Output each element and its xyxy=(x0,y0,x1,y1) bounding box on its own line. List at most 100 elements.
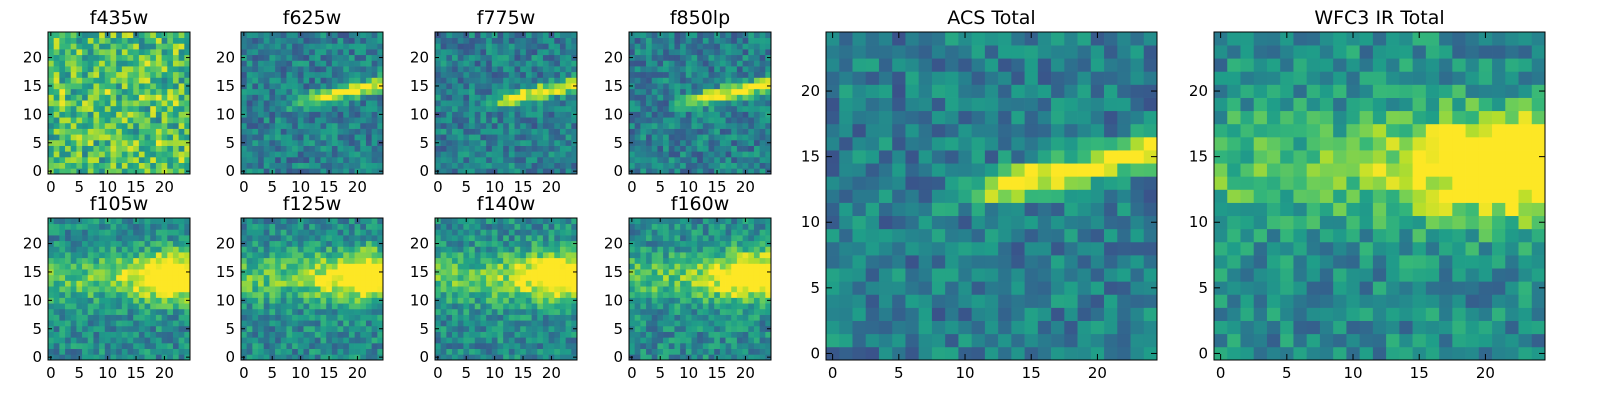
heatmap-cell xyxy=(520,297,527,304)
heatmap-cell xyxy=(646,60,653,67)
heatmap-cell xyxy=(241,235,248,242)
heatmap-cell xyxy=(646,354,653,361)
heatmap-cell xyxy=(280,77,287,84)
heatmap-cell xyxy=(548,94,555,101)
heatmap-cell xyxy=(178,223,185,230)
heatmap-cell xyxy=(59,314,66,321)
heatmap-cell xyxy=(59,218,66,225)
heatmap-cell xyxy=(365,229,372,236)
heatmap-cell xyxy=(674,37,681,44)
heatmap-cell xyxy=(514,274,521,281)
heatmap-cell xyxy=(360,252,367,259)
heatmap-cell xyxy=(759,117,766,124)
heatmap-cell xyxy=(127,162,134,169)
heatmap-cell xyxy=(167,286,174,293)
heatmap-cell xyxy=(554,168,561,175)
heatmap-cell xyxy=(537,66,544,73)
heatmap-cell xyxy=(469,257,476,264)
heatmap-cell xyxy=(263,100,270,107)
heatmap-cell xyxy=(252,235,259,242)
heatmap-cell xyxy=(314,122,321,129)
heatmap-cell xyxy=(463,54,470,61)
heatmap-cell xyxy=(714,348,721,355)
heatmap-cell xyxy=(116,303,123,310)
heatmap-cell xyxy=(657,145,664,152)
heatmap-cell xyxy=(263,54,270,61)
heatmap-cell xyxy=(133,286,140,293)
heatmap-cell xyxy=(719,66,726,73)
heatmap-cell xyxy=(565,354,572,361)
heatmap-cell xyxy=(167,269,174,276)
heatmap-cell xyxy=(127,314,134,321)
heatmap-cell xyxy=(286,54,293,61)
heatmap-cell xyxy=(348,342,355,349)
heatmap-cell xyxy=(258,60,265,67)
heatmap-cell xyxy=(99,122,106,129)
heatmap-cell xyxy=(292,235,299,242)
heatmap-cell xyxy=(286,100,293,107)
heatmap-cell xyxy=(258,37,265,44)
heatmap-cell xyxy=(531,37,538,44)
heatmap-cell xyxy=(708,66,715,73)
heatmap-cell xyxy=(365,308,372,315)
heatmap-cell xyxy=(469,229,476,236)
heatmap-cell xyxy=(725,117,732,124)
panel-title: f850lp xyxy=(670,7,730,29)
heatmap-cell xyxy=(765,286,772,293)
heatmap-cell xyxy=(360,291,367,298)
heatmap-cell xyxy=(133,325,140,332)
heatmap-cell xyxy=(685,117,692,124)
heatmap-cell xyxy=(640,331,647,338)
heatmap-cell xyxy=(292,88,299,95)
heatmap-cell xyxy=(59,223,66,230)
heatmap-cell xyxy=(514,83,521,90)
heatmap-cell xyxy=(571,235,578,242)
heatmap-cell xyxy=(714,156,721,163)
heatmap-cell xyxy=(280,60,287,67)
heatmap-cell xyxy=(663,168,670,175)
heatmap-cell xyxy=(150,100,157,107)
heatmap-cell xyxy=(343,269,350,276)
heatmap-cell xyxy=(252,100,259,107)
heatmap-cell xyxy=(110,308,117,315)
heatmap-cell xyxy=(480,37,487,44)
heatmap-cell xyxy=(76,246,83,253)
heatmap-cell xyxy=(446,246,453,253)
heatmap-cell xyxy=(258,134,265,141)
heatmap-cell xyxy=(65,37,72,44)
heatmap-cell xyxy=(525,117,532,124)
heatmap-cell xyxy=(452,297,459,304)
heatmap-cell xyxy=(463,291,470,298)
heatmap-cell xyxy=(537,145,544,152)
x-tick-label: 15 xyxy=(319,178,338,196)
heatmap-cell xyxy=(452,314,459,321)
heatmap-cell xyxy=(491,77,498,84)
heatmap-cell xyxy=(469,246,476,253)
heatmap-cell xyxy=(70,111,77,118)
heatmap-cell xyxy=(246,274,253,281)
heatmap-cell xyxy=(93,308,100,315)
heatmap-cell xyxy=(93,263,100,270)
heatmap-cell xyxy=(99,71,106,78)
heatmap-cell xyxy=(184,117,191,124)
heatmap-cell xyxy=(167,83,174,90)
heatmap-cell xyxy=(371,348,378,355)
heatmap-cell xyxy=(297,43,304,50)
heatmap-cell xyxy=(457,240,464,247)
heatmap-cell xyxy=(138,297,145,304)
heatmap-cell xyxy=(640,308,647,315)
heatmap-cell xyxy=(748,145,755,152)
heatmap-cell xyxy=(76,303,83,310)
heatmap-cell xyxy=(258,263,265,270)
heatmap-cell xyxy=(331,235,338,242)
heatmap-cell xyxy=(161,88,168,95)
heatmap-cell xyxy=(668,286,675,293)
heatmap-cell xyxy=(736,105,743,112)
heatmap-cell xyxy=(640,337,647,344)
heatmap-cell xyxy=(469,37,476,44)
heatmap-cell xyxy=(144,139,151,146)
heatmap-cell xyxy=(297,252,304,259)
heatmap-cell xyxy=(629,100,636,107)
heatmap-cell xyxy=(531,49,538,56)
heatmap-cell xyxy=(629,43,636,50)
